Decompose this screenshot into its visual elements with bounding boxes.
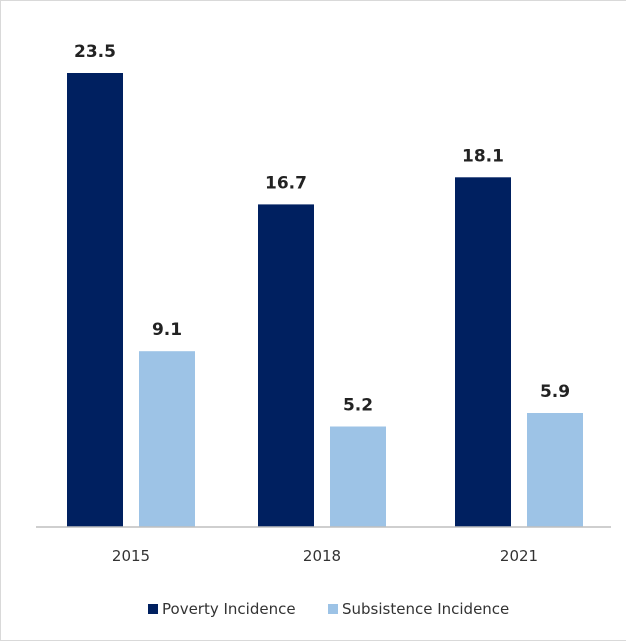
data-label-poverty-2021: 18.1 (462, 146, 504, 166)
legend-label-subsistence: Subsistence Incidence (342, 600, 509, 618)
bar-poverty-2021 (455, 177, 511, 528)
legend-swatch-subsistence (328, 604, 338, 614)
bar-poverty-2015 (67, 73, 123, 527)
legend-label-poverty: Poverty Incidence (162, 600, 296, 618)
data-label-subsistence-2018: 5.2 (343, 396, 373, 416)
bars-group (67, 73, 583, 528)
value-labels-group: 23.5 16.7 18.1 9.1 5.2 5.9 (74, 42, 570, 416)
x-tick-label-2018: 2018 (303, 547, 341, 565)
data-label-subsistence-2021: 5.9 (540, 382, 570, 402)
legend: Poverty Incidence Subsistence Incidence (148, 600, 509, 618)
data-label-poverty-2015: 23.5 (74, 42, 116, 62)
legend-swatch-poverty (148, 604, 158, 614)
bar-subsistence-2018 (330, 426, 386, 527)
x-tick-label-2021: 2021 (500, 547, 538, 565)
data-label-subsistence-2015: 9.1 (152, 320, 182, 340)
bar-poverty-2018 (258, 204, 314, 527)
bar-subsistence-2015 (139, 351, 195, 527)
data-label-poverty-2018: 16.7 (265, 173, 307, 193)
x-tick-labels-group: 2015 2018 2021 (112, 547, 538, 565)
bar-subsistence-2021 (527, 413, 583, 527)
x-tick-label-2015: 2015 (112, 547, 150, 565)
